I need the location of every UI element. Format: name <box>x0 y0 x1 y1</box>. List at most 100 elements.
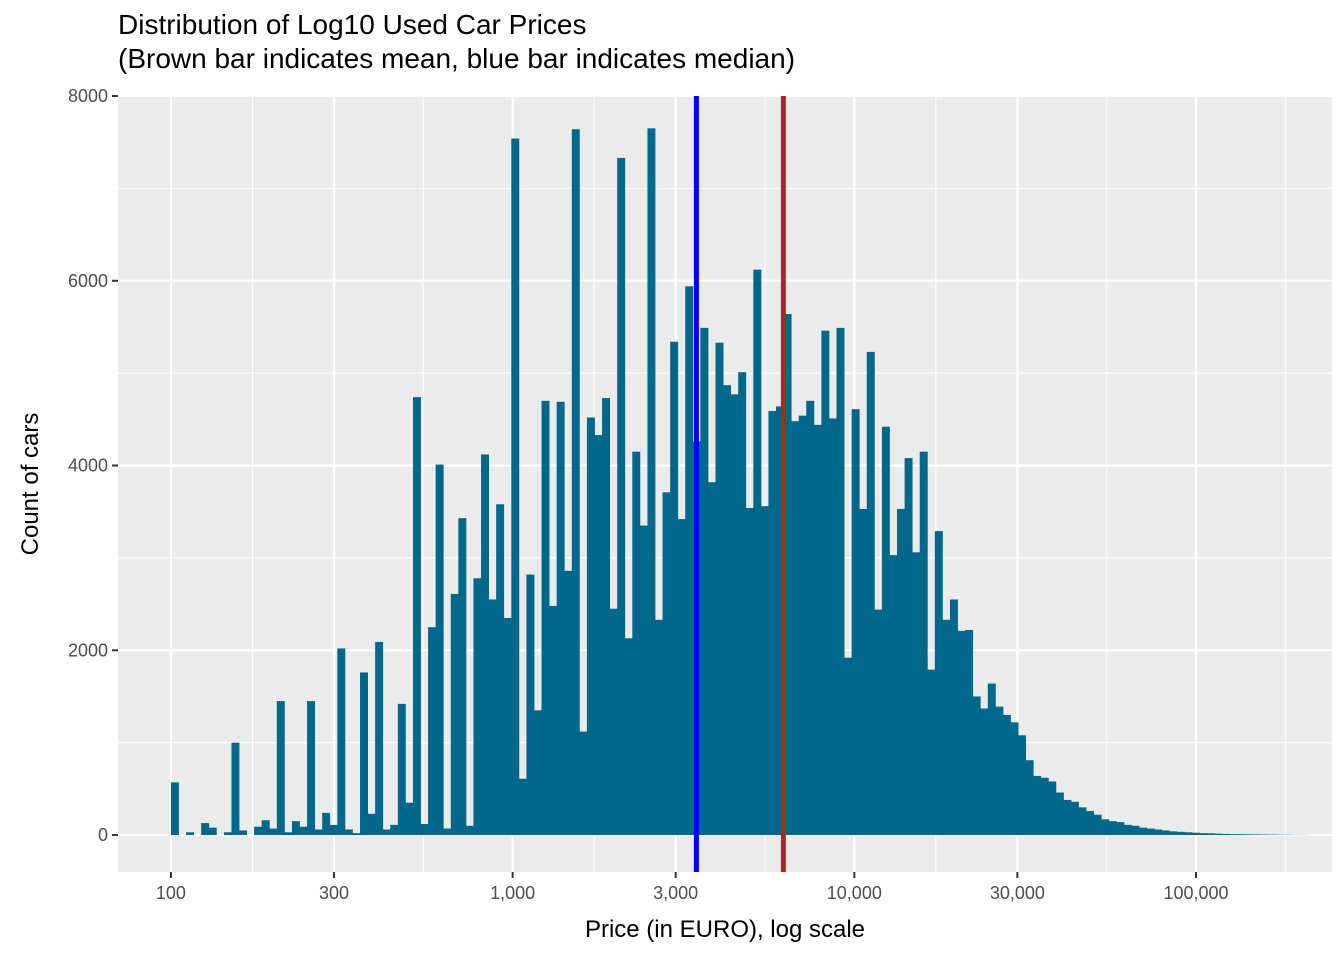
histogram-bar <box>1222 833 1231 836</box>
histogram-bar <box>919 451 928 836</box>
histogram-bar <box>201 823 210 836</box>
histogram-bar <box>745 508 754 836</box>
x-axis-title: Price (in EURO), log scale <box>585 916 865 943</box>
histogram-bar <box>473 578 482 836</box>
histogram-bar <box>269 828 278 836</box>
histogram-bar <box>776 406 784 836</box>
histogram-bar <box>881 426 890 836</box>
histogram-bar <box>912 552 921 836</box>
histogram-bar <box>1199 833 1208 836</box>
histogram-bar <box>208 827 217 836</box>
histogram-bar <box>874 609 883 836</box>
chart-title: Distribution of Log10 Used Car Prices <box>118 9 587 40</box>
histogram-bar <box>677 519 686 836</box>
histogram-bar <box>980 708 989 836</box>
chart-subtitle: (Brown bar indicates mean, blue bar indi… <box>118 43 796 74</box>
x-tick-label: 100 <box>156 883 186 903</box>
histogram-bar <box>632 451 641 836</box>
histogram-bar <box>322 812 331 836</box>
histogram-bar <box>488 599 497 836</box>
x-tick-label: 10,000 <box>827 883 882 903</box>
histogram-bar <box>1207 833 1216 836</box>
histogram-bar <box>1214 833 1223 836</box>
histogram-bar <box>276 701 285 836</box>
histogram-bar <box>1252 834 1261 836</box>
histogram-bar <box>707 482 716 836</box>
histogram-bar <box>1146 828 1155 836</box>
histogram-bar <box>866 351 875 836</box>
histogram-bar <box>594 435 603 836</box>
chart-title-block: Distribution of Log10 Used Car Prices (B… <box>118 8 795 76</box>
histogram-bar <box>1123 824 1132 836</box>
histogram-bar <box>753 269 762 836</box>
x-tick-label: 300 <box>319 883 349 903</box>
histogram-bar <box>1244 834 1253 836</box>
histogram-bar <box>844 657 853 836</box>
histogram-bar <box>337 648 346 836</box>
histogram-bar <box>723 385 732 836</box>
histogram-bar <box>443 828 452 836</box>
histogram-bar <box>889 555 898 836</box>
histogram-bar <box>730 394 739 836</box>
histogram-bar <box>987 683 996 836</box>
histogram-bar <box>897 508 905 836</box>
histogram-bar <box>1071 801 1079 836</box>
histogram-bar <box>949 599 958 836</box>
histogram-bar <box>367 813 376 836</box>
histogram-bar <box>186 832 195 836</box>
x-tick-label: 30,000 <box>990 883 1045 903</box>
histogram-bar <box>586 417 595 836</box>
histogram-bar <box>390 824 399 836</box>
histogram-bar <box>223 832 232 836</box>
reference-lines <box>693 96 786 872</box>
histogram-bar <box>700 327 709 836</box>
histogram-bar <box>609 608 618 836</box>
histogram-bar <box>806 400 815 836</box>
histogram-bar <box>738 372 747 836</box>
histogram-bar <box>1237 834 1246 836</box>
y-tick-label: 6000 <box>68 271 108 291</box>
histogram-bar <box>314 829 323 836</box>
histogram-bar <box>435 464 444 836</box>
histogram-bar <box>942 619 951 836</box>
histogram-bar <box>307 701 316 836</box>
histogram-bar <box>231 742 240 836</box>
histogram-bar <box>420 823 429 836</box>
histogram-bar <box>995 706 1004 836</box>
histogram-bar <box>1048 781 1057 836</box>
histogram-bar <box>1055 792 1064 836</box>
histogram-bar <box>579 731 588 836</box>
histogram-bar <box>1154 829 1163 836</box>
histogram-bar <box>1025 760 1034 836</box>
histogram-bar <box>1033 775 1042 836</box>
x-tick-label: 3,000 <box>653 883 698 903</box>
histogram-bar <box>170 782 179 836</box>
histogram-bar <box>859 508 868 836</box>
histogram-bar <box>813 424 822 836</box>
histogram-bar <box>1260 834 1269 836</box>
histogram-bar <box>239 830 247 836</box>
histogram-bar <box>261 820 270 836</box>
y-tick-label: 2000 <box>68 640 108 660</box>
histogram-bar <box>965 629 974 836</box>
histogram-bar <box>927 669 936 836</box>
histogram-bar <box>647 128 656 836</box>
histogram-bar <box>828 418 837 836</box>
histogram-bar <box>397 703 406 836</box>
histogram-bar <box>382 829 391 836</box>
histogram-bar <box>662 492 671 836</box>
histogram-bar <box>428 627 437 836</box>
y-tick-label: 0 <box>98 825 108 845</box>
histogram-bar <box>1169 831 1178 836</box>
histogram-bar <box>685 286 694 836</box>
histogram-bar <box>1161 830 1170 836</box>
histogram-bar <box>1229 834 1238 836</box>
histogram-bar <box>1063 799 1072 836</box>
histogram-bar <box>375 641 384 836</box>
histogram-bar <box>836 327 845 836</box>
histogram-bar <box>412 397 421 836</box>
histogram-bar <box>352 833 361 836</box>
histogram-bar <box>549 605 558 836</box>
histogram-bar <box>1093 814 1102 836</box>
